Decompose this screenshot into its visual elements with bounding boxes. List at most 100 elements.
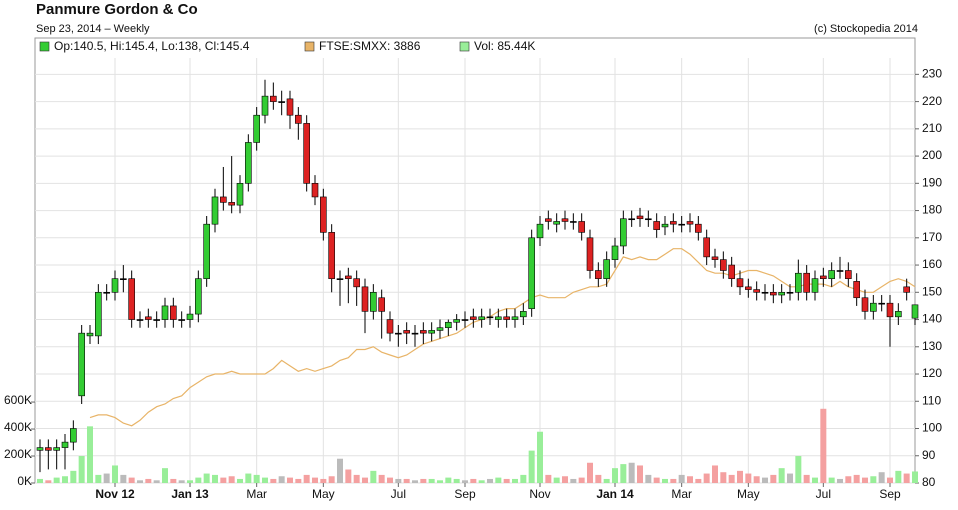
candle-body (686, 221, 694, 225)
volume-bar (228, 476, 235, 483)
volume-bar (95, 474, 102, 483)
volume-bar (503, 478, 510, 483)
candle-body (145, 316, 152, 320)
volume-bar (437, 480, 443, 483)
volume-bar (112, 465, 118, 483)
volume-bar (345, 469, 352, 483)
volume-bar (137, 480, 143, 483)
volume-bar (712, 465, 718, 483)
volume-bar (512, 478, 518, 483)
legend-label: FTSE:SMXX: 3886 (319, 39, 421, 53)
candle-body (253, 114, 260, 143)
volume-bar (620, 464, 627, 483)
x-tick-label: Jan 13 (171, 487, 209, 501)
candle-body (411, 332, 419, 335)
candle-body (636, 215, 644, 220)
volume-bar (795, 456, 802, 483)
candle-body (861, 297, 869, 312)
x-tick-label: Sep (454, 487, 476, 501)
candle-body (511, 316, 519, 320)
volume-bar (78, 456, 85, 483)
candle-body (111, 278, 119, 293)
candle-body (820, 275, 827, 279)
volume-bar (70, 470, 77, 483)
volume-bar (887, 477, 893, 483)
volume-bar (270, 478, 277, 483)
chart-title: Panmure Gordon & Co (36, 1, 198, 18)
volume-bar (470, 478, 477, 483)
candle-body (845, 270, 852, 279)
volume-bar (212, 474, 218, 483)
volume-bar (612, 468, 618, 483)
y-tick-label: 170 (922, 230, 942, 244)
candle-body (720, 259, 727, 271)
candle-body (670, 221, 677, 225)
candle-body (95, 291, 102, 337)
volume-bar (878, 472, 885, 483)
y-tick-label: 200 (922, 148, 942, 162)
candle-body (536, 223, 544, 239)
candle-body (245, 142, 252, 184)
volume-bar (303, 474, 310, 483)
volume-bar (745, 473, 752, 483)
volume-bar (445, 477, 452, 483)
y-tick-label: 210 (922, 121, 942, 135)
volume-bar (778, 468, 785, 483)
candle-body (811, 278, 819, 293)
volume-bar (787, 473, 793, 483)
candle-body (495, 316, 502, 320)
y-tick-label: 150 (922, 284, 942, 298)
volume-bar (528, 450, 535, 483)
volume-bar (595, 474, 602, 483)
volume-bar (545, 474, 552, 483)
candle-body (545, 218, 552, 222)
volume-bar (287, 477, 293, 483)
candle-body (520, 311, 527, 318)
volume-bar (478, 480, 485, 483)
volume-bar (670, 478, 677, 483)
legend-label: Vol: 85.44K (474, 39, 535, 53)
volume-bar (820, 408, 827, 483)
candle-body (711, 256, 719, 260)
candle-body (153, 319, 160, 321)
candle-body (161, 305, 169, 320)
volume-bar (370, 470, 377, 483)
volume-bar (487, 478, 493, 483)
volume-bar (395, 478, 402, 483)
volume-bar (428, 478, 435, 483)
candle-body (420, 330, 427, 334)
candle-body (36, 447, 44, 451)
volume-bar (320, 478, 327, 483)
candle-body (403, 330, 410, 334)
volume-bar (337, 458, 343, 483)
candle-body (178, 319, 185, 321)
y-tick-label: 110 (922, 393, 941, 407)
volume-bar (362, 477, 368, 483)
candle-body (795, 272, 802, 293)
candle-body (695, 223, 702, 233)
volume-bar (420, 478, 427, 483)
volume-bar (278, 476, 285, 483)
candle-body (603, 259, 610, 279)
x-tick-label: Nov 12 (95, 487, 135, 501)
volume-bar (103, 473, 110, 483)
volume-bar (178, 480, 185, 483)
volume-bar (45, 480, 52, 483)
volume-bar (253, 474, 260, 483)
candle-body (836, 270, 844, 272)
candle-body (128, 278, 135, 320)
volume-bar (837, 478, 843, 483)
x-tick-label: May (737, 487, 760, 501)
candle-body (386, 319, 394, 334)
volume-bar (203, 473, 210, 483)
y-tick-label: 80 (922, 475, 936, 489)
volume-bar (220, 477, 227, 483)
x-tick-label: Jul (391, 487, 406, 501)
candle-body (361, 286, 369, 312)
candle-body (103, 291, 110, 294)
x-tick-label: Mar (246, 487, 267, 501)
volume-bar (737, 470, 743, 483)
candle-body (728, 264, 735, 279)
candle-body (770, 291, 777, 296)
